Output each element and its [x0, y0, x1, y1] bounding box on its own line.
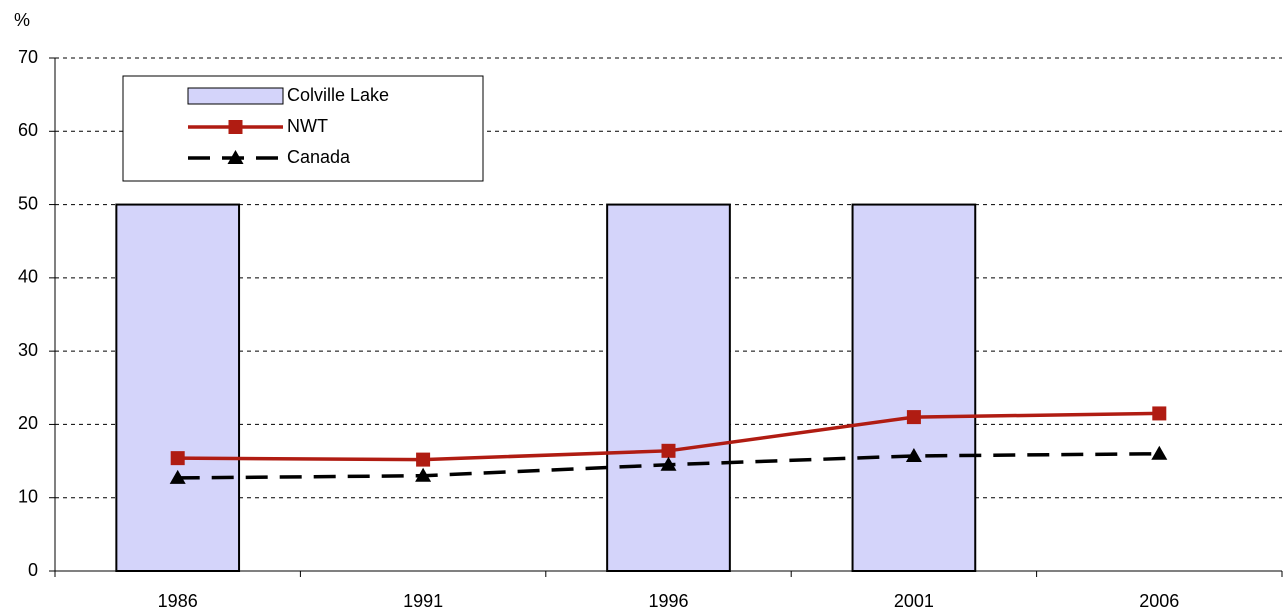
bar — [851, 203, 977, 572]
y-tick-label: 60 — [18, 120, 38, 140]
line-marker — [170, 451, 185, 466]
legend-marker — [227, 150, 244, 164]
line-marker — [1152, 406, 1167, 421]
y-tick-label: 30 — [18, 340, 38, 360]
line-marker — [169, 469, 186, 484]
y-tick-label: 70 — [18, 47, 38, 67]
x-tick-label: 1991 — [403, 591, 443, 611]
legend-box — [122, 75, 484, 182]
y-tick-label: 50 — [18, 193, 38, 213]
legend-swatch — [187, 87, 284, 105]
legend-label: Canada — [287, 147, 351, 167]
x-tick-label: 1986 — [158, 591, 198, 611]
line-marker — [660, 456, 677, 471]
x-tick-label: 2001 — [894, 591, 934, 611]
y-tick-label: 10 — [18, 486, 38, 506]
bar — [115, 203, 241, 572]
line-marker — [415, 467, 432, 482]
line-marker — [1151, 445, 1168, 460]
legend-label: NWT — [287, 116, 328, 136]
line-marker — [906, 410, 921, 425]
x-tick-label: 2006 — [1139, 591, 1179, 611]
line-marker — [661, 443, 676, 458]
legend-marker — [228, 120, 243, 134]
y-tick-label: 40 — [18, 267, 38, 287]
bar — [606, 203, 731, 572]
line-marker — [416, 452, 431, 467]
legend: Colville Lake NWT Canada — [122, 75, 484, 182]
legend-label: Colville Lake — [287, 85, 389, 105]
line-marker — [905, 447, 922, 462]
y-tick-label: 0 — [28, 560, 38, 580]
y-axis-label: % — [14, 10, 30, 30]
y-tick-label: 20 — [18, 413, 38, 433]
x-tick-label: 1996 — [648, 591, 688, 611]
